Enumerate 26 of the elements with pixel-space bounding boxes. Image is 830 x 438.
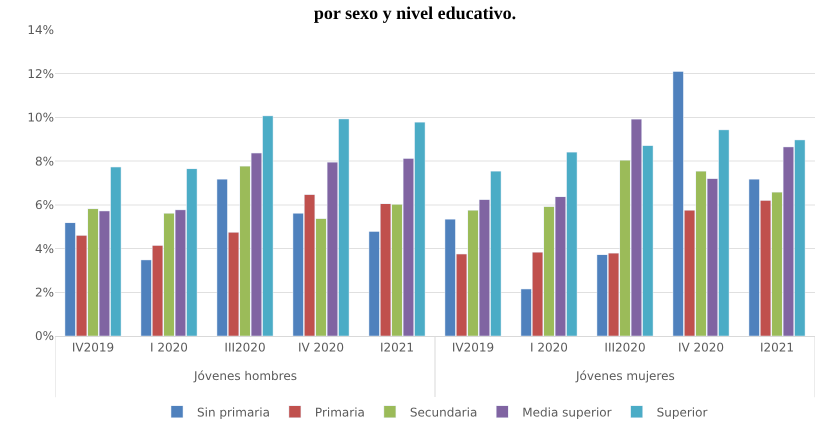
x-tick-label: IV2019 <box>72 340 114 354</box>
chart-title: por sexo y nivel educativo. <box>314 3 516 24</box>
legend-label: Media superior <box>522 405 612 420</box>
legend-label: Secundaria <box>410 405 478 420</box>
y-tick-label: 0% <box>34 329 54 344</box>
x-tick-label: IV2019 <box>452 340 494 354</box>
x-tick-label: I2021 <box>760 340 794 354</box>
text: Jóvenes mujeres <box>575 369 675 383</box>
legend-label: Sin primaria <box>197 405 270 420</box>
x-tick-label: I 2020 <box>150 340 188 354</box>
y-tick-label: 6% <box>34 198 54 212</box>
y-tick-label: 12% <box>27 66 54 81</box>
x-tick-label: III2020 <box>604 340 646 354</box>
y-tick-label: 8% <box>34 154 54 168</box>
y-tick-label: 2% <box>34 285 54 300</box>
y-tick-label: 4% <box>34 242 54 256</box>
x-tick-label: IV 2020 <box>298 340 344 354</box>
legend-label: Primaria <box>314 405 365 420</box>
x-tick-label: IV 2020 <box>678 340 724 354</box>
legend-label: Superior <box>656 405 708 420</box>
text: Jóvenes hombres <box>193 369 297 383</box>
x-tick-label: I 2020 <box>530 340 568 354</box>
x-tick-label: III2020 <box>224 340 266 354</box>
x-tick-label: I2021 <box>380 340 414 354</box>
y-tick-label: 14% <box>27 23 54 38</box>
y-tick-label: 10% <box>27 110 54 125</box>
